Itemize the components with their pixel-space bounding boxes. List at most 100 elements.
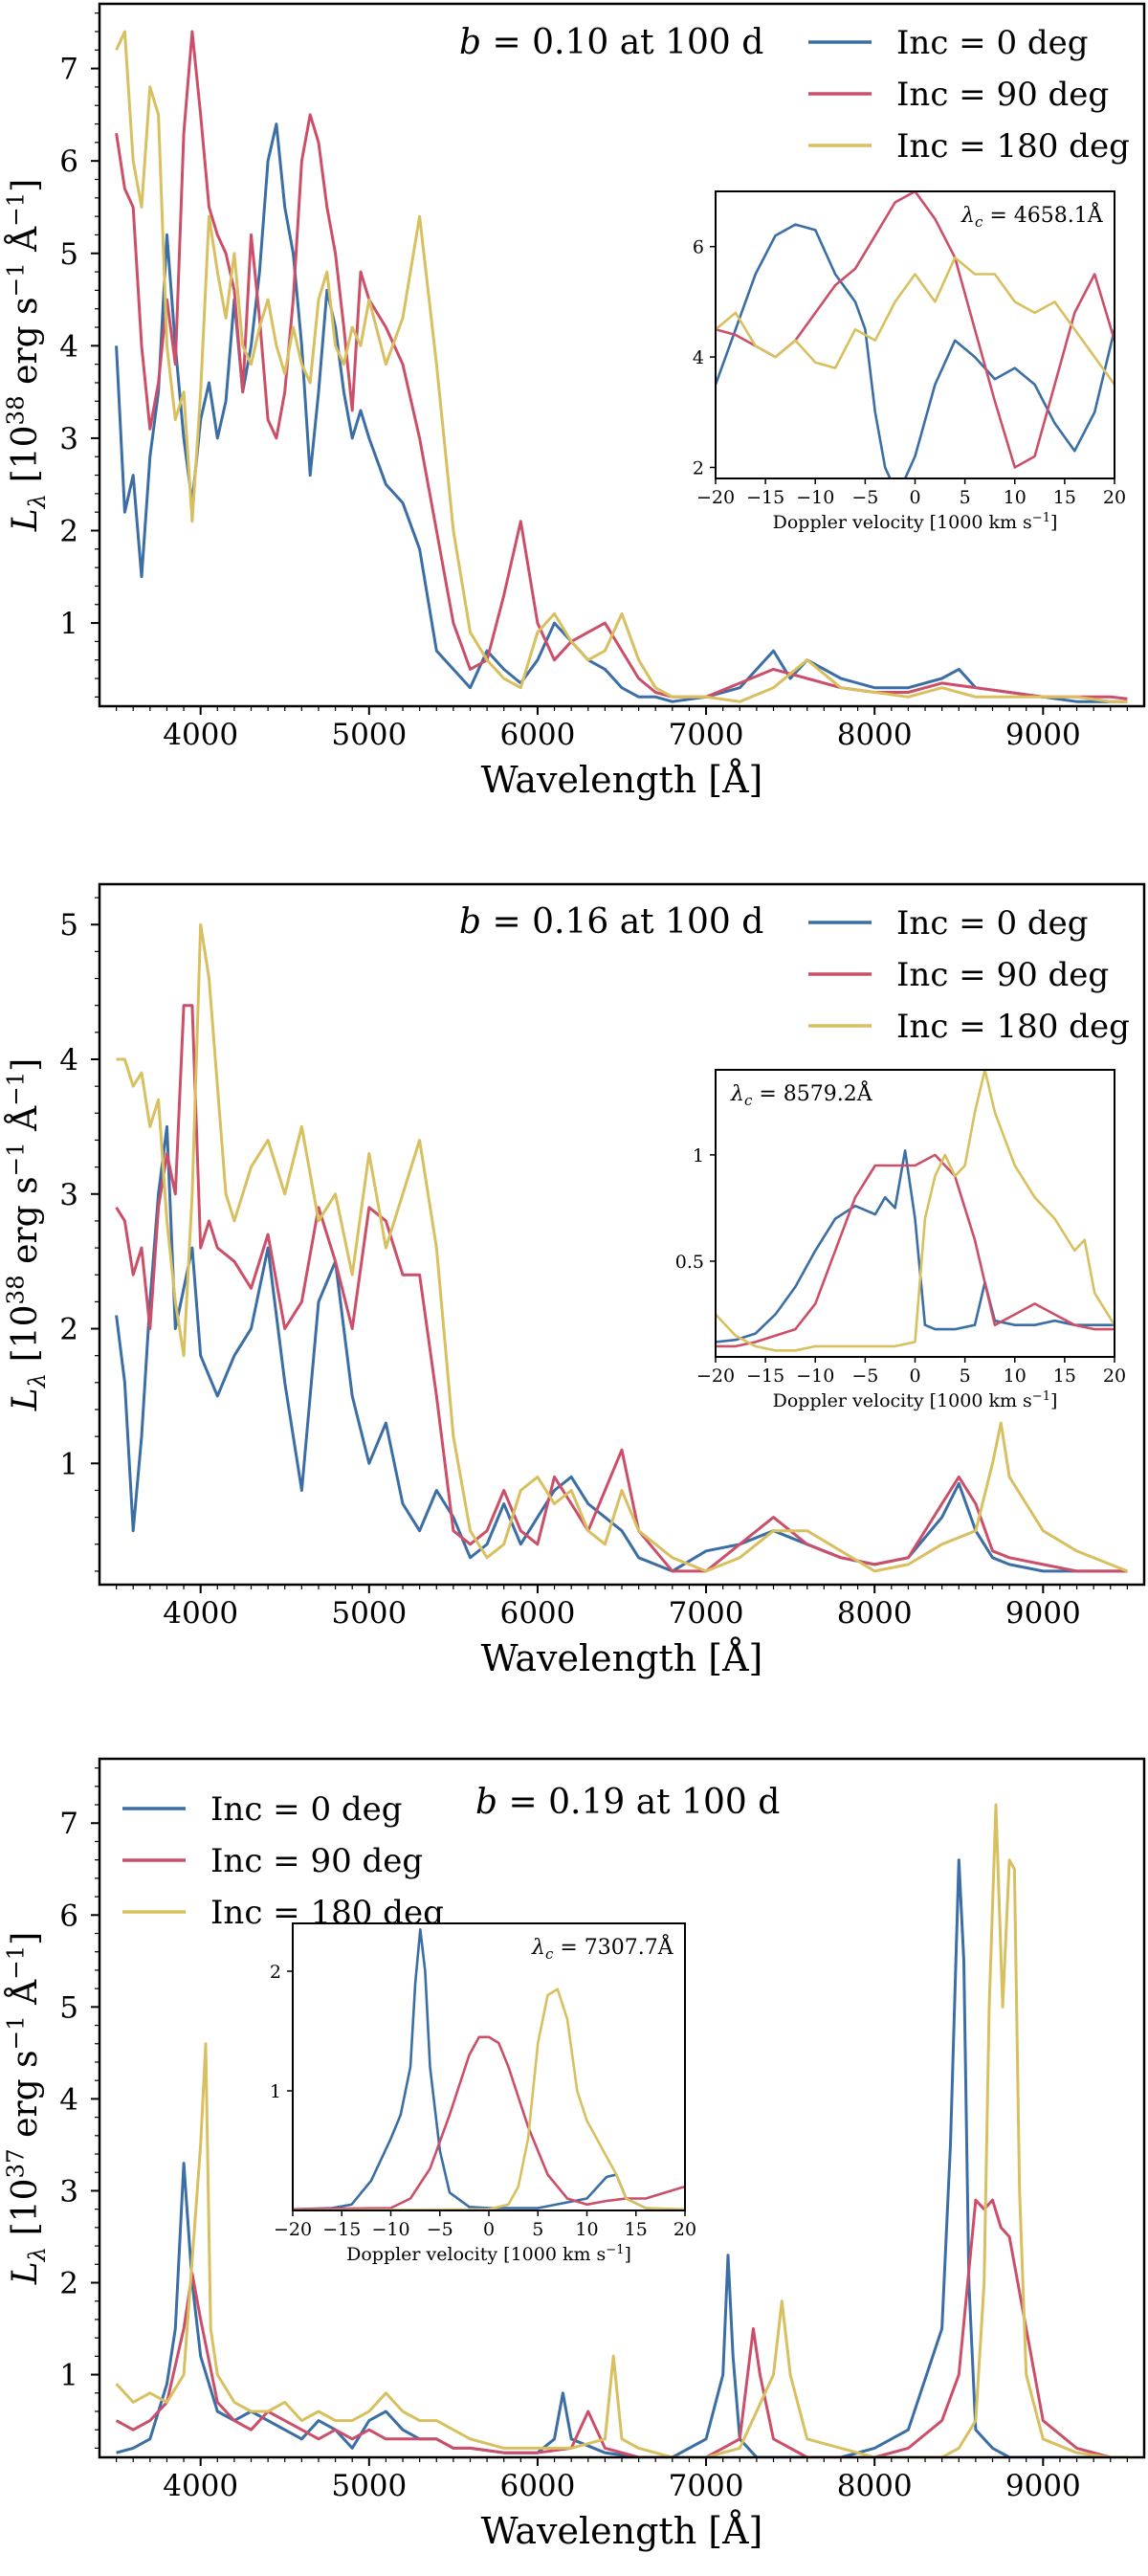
inset-wavelength-label: λc = 4658.1Å	[960, 201, 1104, 231]
x-tick-label: 4000	[163, 2469, 238, 2503]
inset-x-tick-label: −10	[796, 487, 834, 508]
y-tick-label: 2	[59, 515, 78, 549]
inset-y-tick-label: 6	[693, 237, 704, 258]
x-tick-label: 7000	[669, 718, 744, 752]
x-tick-label: 5000	[331, 2469, 407, 2503]
inset-plot-area	[716, 1070, 1115, 1352]
panel-title: b = 0.16 at 100 d	[459, 902, 763, 942]
plot-area	[115, 922, 1128, 1573]
inset-x-tick-label: −10	[796, 1366, 834, 1387]
y-tick-label: 7	[59, 1807, 78, 1841]
inset-x-tick-label: −10	[371, 2219, 409, 2240]
y-tick-label: 6	[59, 144, 78, 179]
x-tick-label: 8000	[837, 2469, 913, 2503]
legend-label: Inc = 0 deg	[896, 904, 1089, 943]
x-tick-label: 6000	[499, 718, 575, 752]
inset-background	[293, 1923, 685, 2210]
inset-x-tick-label: 0	[909, 1366, 920, 1387]
legend-item-3: Inc = 180 deg	[808, 127, 1130, 166]
series-line-3	[115, 1803, 1128, 2457]
y-tick-label: 1	[59, 2359, 78, 2393]
inset-y-tick-label: 0.5	[675, 1252, 704, 1273]
x-tick-label: 5000	[331, 718, 407, 752]
panel-3: 4000 5000 6000 7000 8000 9000 1 2 3 4 5 6 7 Wavelengt…	[1, 1757, 1146, 2552]
inset-x-tick-label: −5	[851, 487, 878, 508]
inset-x-tick-label: 5	[960, 1366, 971, 1387]
inset-x-tick-label: 15	[625, 2219, 648, 2240]
inset-x-tick-label: −5	[851, 1366, 878, 1387]
inset-2: −20 −15 −10 −5 0 5 10 15 20 0.5 1 Doppler velocity …	[675, 1069, 1126, 1411]
inset-x-tick-label: −20	[696, 487, 735, 508]
inset-x-tick-label: 5	[960, 487, 971, 508]
inset-wavelength-label: λc = 8579.2Å	[730, 1079, 873, 1109]
x-axis-label: Wavelength [Å]	[481, 1637, 763, 1679]
y-tick-label: 1	[59, 1447, 78, 1481]
series-line-3	[116, 922, 1128, 1573]
legend-item-2: Inc = 90 deg	[808, 956, 1109, 994]
series-line-2	[115, 1004, 1128, 1573]
inset-x-tick-label: 0	[909, 487, 920, 508]
x-tick-label: 4000	[163, 1596, 238, 1631]
inset-background	[716, 191, 1115, 478]
inset-x-tick-label: 10	[1004, 1366, 1027, 1387]
y-tick-label: 5	[59, 908, 78, 943]
inset-x-tick-label: 10	[1004, 487, 1027, 508]
x-tick-label: 9000	[1005, 718, 1081, 752]
inset-plot-area	[293, 1928, 685, 2210]
x-tick-label: 8000	[837, 1596, 913, 1631]
inset-x-tick-label: −15	[322, 2219, 361, 2240]
y-axis-label-text: Lλ [1038 erg s−1 Å−1]	[1, 1058, 51, 1411]
inset-series-line-3	[293, 1988, 685, 2210]
panel-title: b = 0.10 at 100 d	[459, 23, 763, 62]
inset-x-tick-label: 15	[1053, 487, 1076, 508]
inset-1: −20 −15 −10 −5 0 5 10 15 20 2 4 6 Doppler velocity […	[693, 190, 1126, 533]
inset-x-tick-label: 20	[673, 2219, 696, 2240]
legend-label: Inc = 180 deg	[896, 127, 1130, 166]
inset-plot-area	[716, 191, 1115, 478]
inset-x-tick-label: 10	[575, 2219, 598, 2240]
inset-y-tick-label: 2	[270, 1962, 281, 1983]
legend-label: Inc = 0 deg	[896, 24, 1089, 62]
plot-area	[115, 30, 1128, 703]
legend-label: Inc = 0 deg	[210, 1790, 403, 1829]
inset-y-tick-label: 1	[693, 1145, 704, 1166]
y-tick-label: 5	[59, 1990, 78, 2025]
inset-x-axis-label: Doppler velocity [1000 km s−1]	[346, 2243, 631, 2265]
y-tick-label: 2	[59, 1313, 78, 1347]
inset-x-tick-label: 20	[1103, 1366, 1126, 1387]
y-axis-label: Lλ [1037 erg s−1 Å−1]	[1, 1932, 51, 2285]
inset-x-tick-label: 15	[1053, 1366, 1076, 1387]
series-line-1	[115, 122, 1128, 703]
legend-item-1: Inc = 0 deg	[122, 1790, 403, 1829]
y-tick-label: 6	[59, 1899, 78, 1933]
inset-x-tick-label: −15	[746, 487, 784, 508]
x-tick-label: 9000	[1005, 2469, 1081, 2503]
y-tick-label: 3	[59, 2174, 78, 2209]
legend-label: Inc = 90 deg	[896, 956, 1109, 994]
legend-item-1: Inc = 0 deg	[808, 24, 1089, 62]
x-axis-label: Wavelength [Å]	[481, 2510, 763, 2552]
panel-title: b = 0.19 at 100 d	[475, 1783, 780, 1822]
inset-x-tick-label: −15	[746, 1366, 784, 1387]
y-axis-label-text: Lλ [1037 erg s−1 Å−1]	[1, 1932, 51, 2285]
inset-x-axis-label: Doppler velocity [1000 km s−1]	[773, 1389, 1058, 1411]
inset-series-line-3	[716, 255, 1115, 386]
panel-1: 4000 5000 6000 7000 8000 9000 1 2 3 4 5 6 7 Wavelengt…	[1, 2, 1146, 801]
inset-wavelength-label: λc = 7307.7Å	[531, 1933, 674, 1963]
x-tick-label: 8000	[837, 718, 913, 752]
x-tick-label: 4000	[163, 718, 238, 752]
inset-x-tick-label: −5	[427, 2219, 453, 2240]
y-tick-label: 4	[59, 2082, 78, 2117]
inset-x-tick-label: 20	[1103, 487, 1126, 508]
y-tick-label: 7	[59, 53, 78, 87]
inset-x-tick-label: 5	[532, 2219, 543, 2240]
x-tick-label: 7000	[669, 1596, 744, 1631]
panel-2: 4000 5000 6000 7000 8000 9000 1 2 3 4 5 Wavelength …	[1, 882, 1146, 1679]
x-tick-label: 5000	[331, 1596, 407, 1631]
legend-label: Inc = 180 deg	[896, 1008, 1130, 1046]
inset-y-tick-label: 4	[693, 347, 704, 368]
inset-x-tick-label: −20	[696, 1366, 735, 1387]
y-axis-label: Lλ [1038 erg s−1 Å−1]	[1, 179, 51, 532]
legend-label: Inc = 90 deg	[210, 1842, 423, 1880]
